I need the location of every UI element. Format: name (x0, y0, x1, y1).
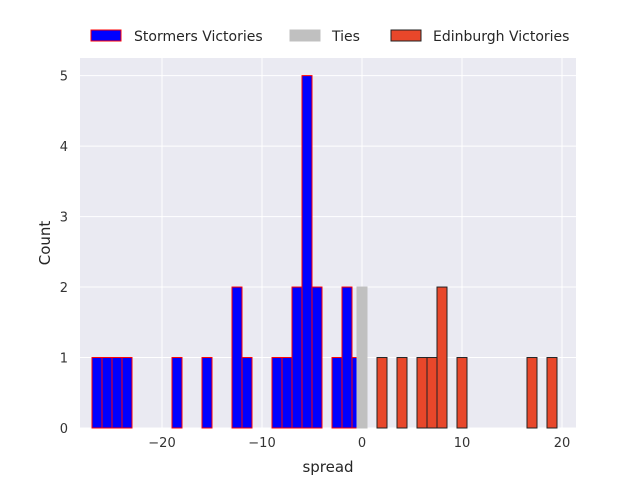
x-tick-label: −20 (148, 436, 175, 451)
y-tick-label: 5 (60, 70, 68, 85)
edinburgh-victories-bar (546, 357, 558, 429)
edinburgh-victories-bar (396, 357, 408, 429)
edinburgh-victories-bar (426, 357, 438, 429)
x-tick-label: −10 (248, 436, 275, 451)
stormers-victories-bar (171, 357, 183, 429)
x-tick-labels: −20 −10 0 10 20 (148, 436, 570, 451)
stormers-victories-bar (111, 357, 123, 429)
stormers-victories-bar (231, 286, 243, 429)
stormers-victories-bar (341, 286, 353, 429)
edinburgh-victories-bar (526, 357, 538, 429)
y-axis-label: Count (36, 221, 54, 266)
stormers-victories-bar (271, 357, 283, 429)
stormers-victories-bar (291, 286, 303, 429)
ties-bar (356, 286, 368, 429)
stormers-victories-bar (281, 357, 293, 429)
stormers-victories-bar (241, 357, 253, 429)
y-tick-label: 0 (60, 422, 68, 437)
x-axis-label: spread (302, 458, 353, 476)
stormers-victories-bar (101, 357, 113, 429)
stormers-victories-bar (311, 286, 323, 429)
grid-lines (80, 58, 576, 429)
y-tick-label: 2 (60, 281, 68, 296)
stormers-victories-bar (301, 75, 313, 429)
plot-area (80, 58, 576, 428)
edinburgh-victories-legend-label: Edinburgh Victories (433, 29, 569, 45)
stormers-victories-bar (201, 357, 213, 429)
edinburgh-victories-bar (456, 357, 468, 429)
stormers-victories-legend-label: Stormers Victories (134, 29, 263, 45)
ties-legend-swatch (289, 29, 321, 42)
edinburgh-victories-legend-swatch (390, 29, 422, 42)
bars (91, 75, 558, 429)
ties-legend-label: Ties (331, 29, 360, 45)
legend: Stormers Victories Ties Edinburgh Victorie… (90, 29, 569, 45)
x-tick-label: 10 (454, 436, 471, 451)
y-tick-label: 4 (60, 140, 68, 155)
y-tick-labels: 0 1 2 3 4 5 (60, 70, 68, 437)
stormers-victories-bar (331, 357, 343, 429)
edinburgh-victories-bar (416, 357, 428, 429)
x-tick-label: 20 (554, 436, 571, 451)
edinburgh-victories-bar (436, 286, 448, 429)
edinburgh-victories-bar (376, 357, 388, 429)
y-tick-label: 3 (60, 211, 68, 226)
y-tick-label: 1 (60, 352, 68, 367)
x-tick-label: 0 (358, 436, 366, 451)
stormers-victories-bar (91, 357, 103, 429)
stormers-victories-bar (121, 357, 133, 429)
stormers-victories-legend-swatch (90, 29, 122, 42)
